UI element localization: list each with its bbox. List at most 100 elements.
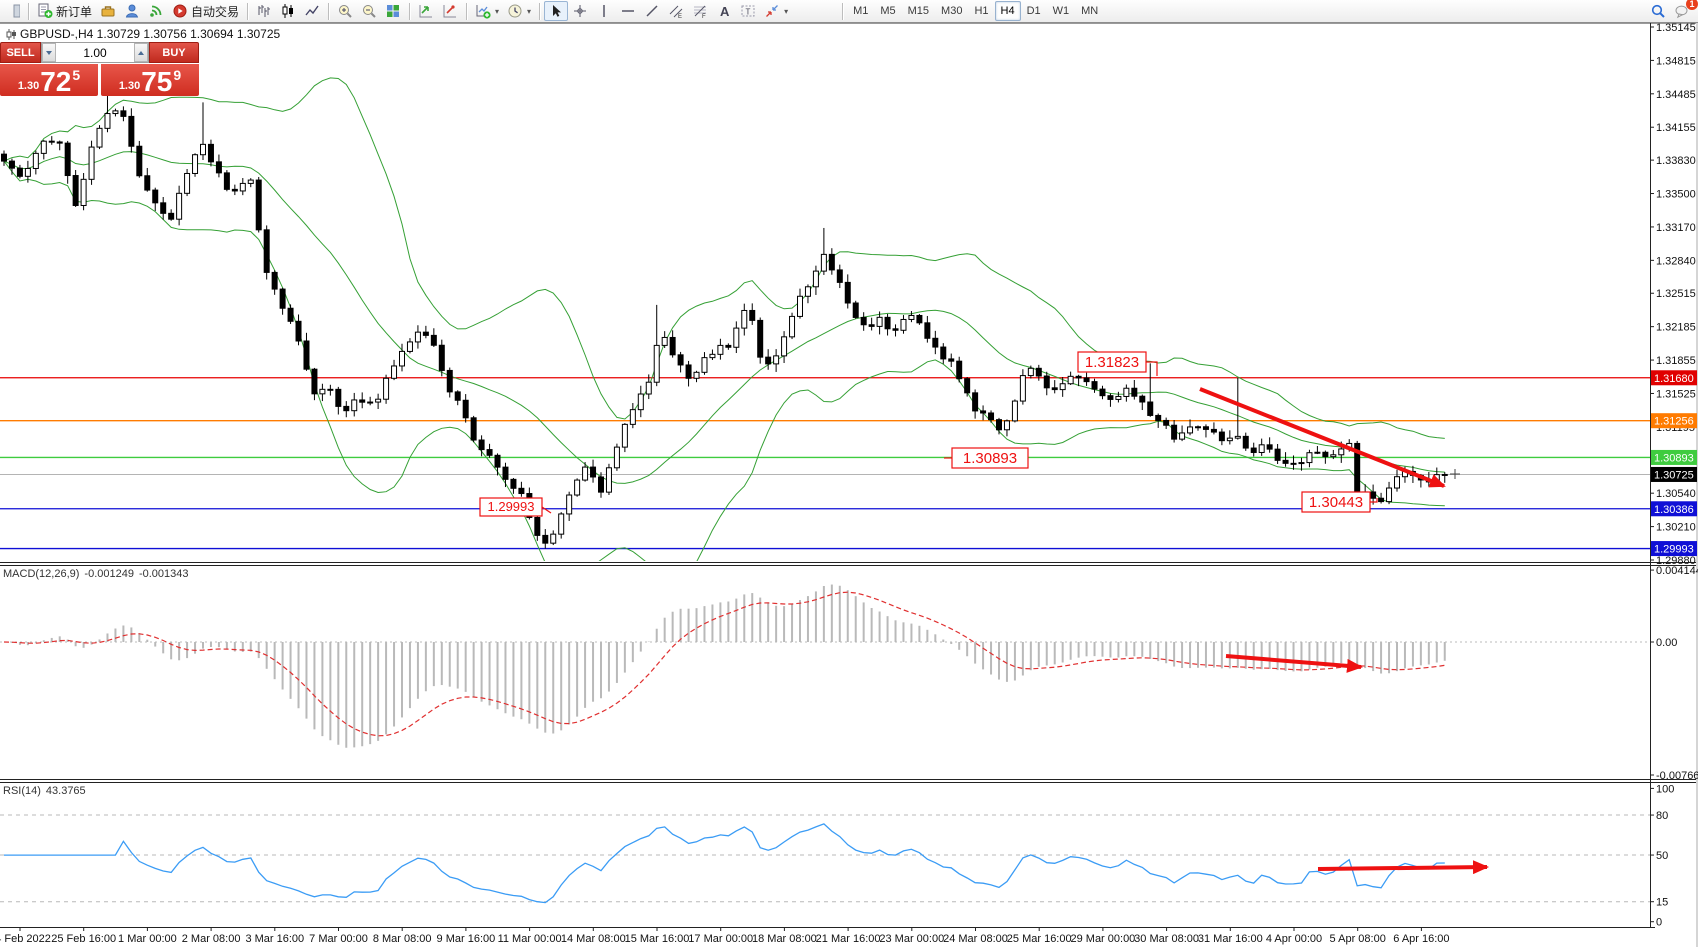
bear-candle (136, 145, 143, 177)
bull-candle (104, 113, 111, 129)
time-tick-label: 3 Mar 16:00 (245, 933, 304, 945)
toolbar-cursor-button[interactable] (544, 1, 569, 21)
bull-candle (773, 355, 780, 365)
bear-candle (462, 399, 469, 419)
bear-candle (669, 336, 676, 356)
timeframe-d1-button[interactable]: D1 (1026, 5, 1041, 17)
svg-text:A: A (720, 4, 730, 19)
bull-candle (1226, 437, 1233, 442)
bull-candle (709, 353, 716, 359)
buy-price-main: 75 (141, 66, 173, 97)
bear-candle (1202, 426, 1209, 430)
text-icon: A (720, 4, 730, 19)
price-tick-label: 1.31855 (1656, 355, 1696, 367)
toolbar-auto-scroll-button[interactable] (414, 1, 438, 21)
toolbar-vline-button[interactable] (592, 1, 616, 21)
fibonacci-icon: F (694, 5, 707, 19)
bear-candle (1091, 381, 1098, 390)
dropdown-arrow-icon: ▾ (784, 6, 789, 16)
time-tick-label: 25 Feb 16:00 (51, 933, 116, 945)
bear-candle (940, 346, 947, 360)
bear-candle (534, 516, 541, 536)
bull-candle (558, 513, 565, 535)
toolbar-fibonacci-button[interactable]: F (688, 1, 712, 21)
timeframe-mn-button[interactable]: MN (1081, 5, 1099, 17)
toolbar-zoom-out-button[interactable] (357, 1, 381, 21)
toolbar-chat-button[interactable]: 1 (1670, 0, 1698, 21)
buy-button[interactable]: BUY (149, 42, 199, 63)
bull-candle (582, 466, 589, 481)
sell-button[interactable]: SELL (0, 42, 41, 63)
trend-arrow-main[interactable] (1199, 387, 1446, 488)
bull-candle (621, 423, 628, 448)
bear-candle (1043, 375, 1050, 389)
toolbar-periods-clock-button[interactable]: ▾ (503, 1, 535, 21)
toolbar-candle-chart-button[interactable] (276, 1, 300, 21)
sell-price[interactable]: 1.30 72 5 (0, 64, 98, 96)
toolbar-text-label-button[interactable]: T (736, 1, 760, 21)
toolbar-bar-chart-button[interactable] (252, 1, 276, 21)
trend-arrow-rsi[interactable] (1317, 860, 1489, 875)
bear-candle (470, 417, 477, 441)
bear-candle (422, 331, 429, 336)
bull-candle (1338, 448, 1345, 456)
toolbar-text-button[interactable]: A (712, 1, 736, 21)
price-annotation-1.31823[interactable]: 1.31823 (1077, 351, 1158, 376)
trend-arrow-macd[interactable] (1225, 654, 1363, 673)
toolbar-market-watch-button[interactable] (120, 1, 144, 21)
timeframe-m1-button[interactable]: M1 (853, 5, 869, 17)
price-annotation-1.29993[interactable]: 1.29993 (479, 497, 552, 517)
annotation-leader (1370, 498, 1378, 503)
macd-axis-label: 0.00 (1656, 637, 1677, 649)
volume-increase-button[interactable] (134, 43, 148, 62)
bear-candle (295, 320, 302, 342)
price-tick-label: 1.30210 (1656, 522, 1696, 534)
toolbar-new-order-button[interactable]: 新订单 (33, 1, 96, 21)
price-annotation-1.30893[interactable]: 1.30893 (944, 447, 1029, 469)
toolbar-chart-shift-button[interactable] (438, 1, 462, 21)
timeframe-m15-button[interactable]: M15 (907, 5, 930, 17)
timeframe-h4-button[interactable]: H4 (994, 1, 1021, 21)
toolbar-signals-button[interactable] (144, 1, 168, 21)
toolbar-arrows-button[interactable]: ▾ (760, 1, 792, 21)
toolbar-line-chart-button[interactable] (300, 1, 324, 21)
bear-candle (757, 319, 764, 358)
rsi-axis-label: 50 (1656, 850, 1668, 862)
toolbar-crosshair-button[interactable] (568, 1, 592, 21)
toolbar-separator (328, 2, 330, 20)
zoom-in-icon (339, 5, 352, 18)
timeframe-h1-button[interactable]: H1 (974, 5, 989, 17)
toolbar-new-chart-button[interactable]: ▾ (471, 1, 503, 21)
price-annotation-1.30443[interactable]: 1.30443 (1301, 491, 1378, 513)
annotation-leader (541, 506, 552, 514)
bull-candle (613, 446, 620, 469)
timeframe-m30-button[interactable]: M30 (941, 5, 963, 17)
volume-decrease-button[interactable] (42, 43, 56, 62)
bull-candle (797, 295, 803, 317)
sell-price-main: 72 (40, 66, 72, 97)
toolbar-autotrade-button[interactable]: 自动交易 (168, 1, 243, 21)
volume-input[interactable] (56, 43, 134, 62)
toolbar-toolbox-button[interactable] (96, 1, 120, 21)
toolbar-hline-button[interactable] (616, 1, 640, 21)
decrease-icon (46, 50, 52, 55)
autotrade-icon (173, 4, 187, 18)
price-tick-label: 1.31525 (1656, 388, 1696, 400)
toolbar-search-button[interactable] (1646, 1, 1670, 21)
toolbar-tile-windows-button[interactable] (381, 1, 405, 21)
timeframe-m5-button[interactable]: M5 (880, 5, 896, 17)
candles-layer (1, 90, 1448, 549)
auto-scroll-icon (419, 5, 433, 18)
buy-price[interactable]: 1.30 75 9 (101, 64, 199, 96)
timeframe-w1-button[interactable]: W1 (1052, 5, 1070, 17)
search-icon (1651, 4, 1665, 18)
toolbar-channel-button[interactable]: E (664, 1, 688, 21)
time-tick-label: 4 Apr 00:00 (1266, 933, 1322, 945)
bear-candle (510, 478, 517, 489)
toolbar-trendline-button[interactable] (640, 1, 664, 21)
candle-chart-icon (282, 4, 294, 18)
bull-candle (1019, 375, 1026, 402)
toolbar-zoom-in-button[interactable] (333, 1, 357, 21)
